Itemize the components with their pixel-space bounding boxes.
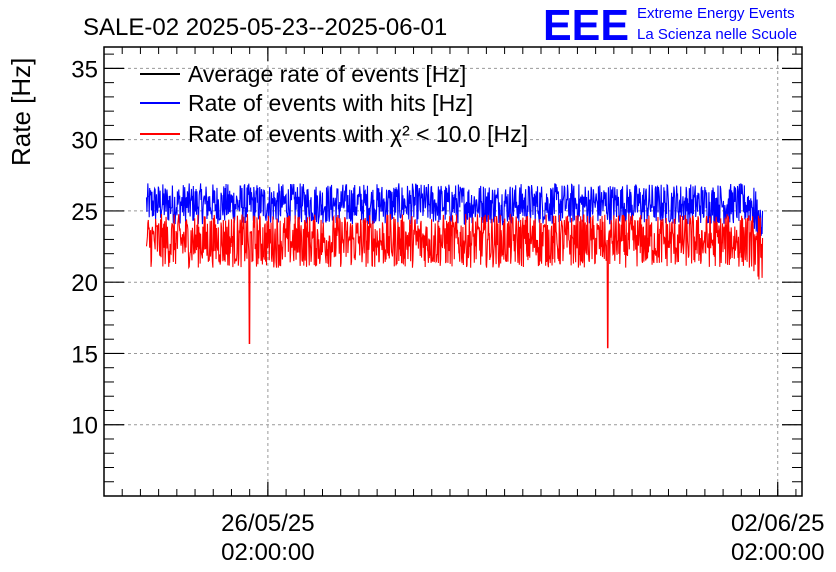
y-tick-label: 20 (71, 270, 98, 297)
series-line-1 (145, 183, 764, 236)
chart-title: SALE-02 2025-05-23--2025-06-01 (83, 14, 447, 41)
logo-line-1: Extreme Energy Events (637, 5, 795, 22)
x-tick-date: 02/06/25 (731, 510, 824, 537)
y-tick-label: 10 (71, 413, 98, 440)
y-tick-label: 25 (71, 199, 98, 226)
logo-mark: EEE (543, 1, 629, 50)
x-tick-time: 02:00:00 (731, 539, 824, 566)
y-axis-label: Rate [Hz] (6, 58, 36, 166)
x-tick-time: 02:00:00 (221, 539, 314, 566)
eee-logo: EEE Extreme Energy Events La Scienza nel… (543, 1, 797, 50)
legend-label-0: Average rate of events [Hz] (188, 61, 466, 87)
y-tick-label: 35 (71, 56, 98, 83)
series-line-2 (145, 213, 764, 349)
axis-ticks: 10152025303526/05/2502:00:0002/06/2502:0… (71, 47, 824, 566)
legend-label-2: Rate of events with χ² < 10.0 [Hz] (188, 121, 528, 147)
legend: Average rate of events [Hz] Rate of event… (140, 61, 528, 147)
logo-line-2: La Scienza nelle Scuole (637, 26, 797, 43)
x-tick-date: 26/05/25 (221, 510, 314, 537)
legend-label-1: Rate of events with hits [Hz] (188, 90, 473, 116)
y-tick-label: 15 (71, 341, 98, 368)
series-layer (145, 183, 764, 349)
plot-frame (103, 46, 803, 497)
y-tick-label: 30 (71, 128, 98, 155)
